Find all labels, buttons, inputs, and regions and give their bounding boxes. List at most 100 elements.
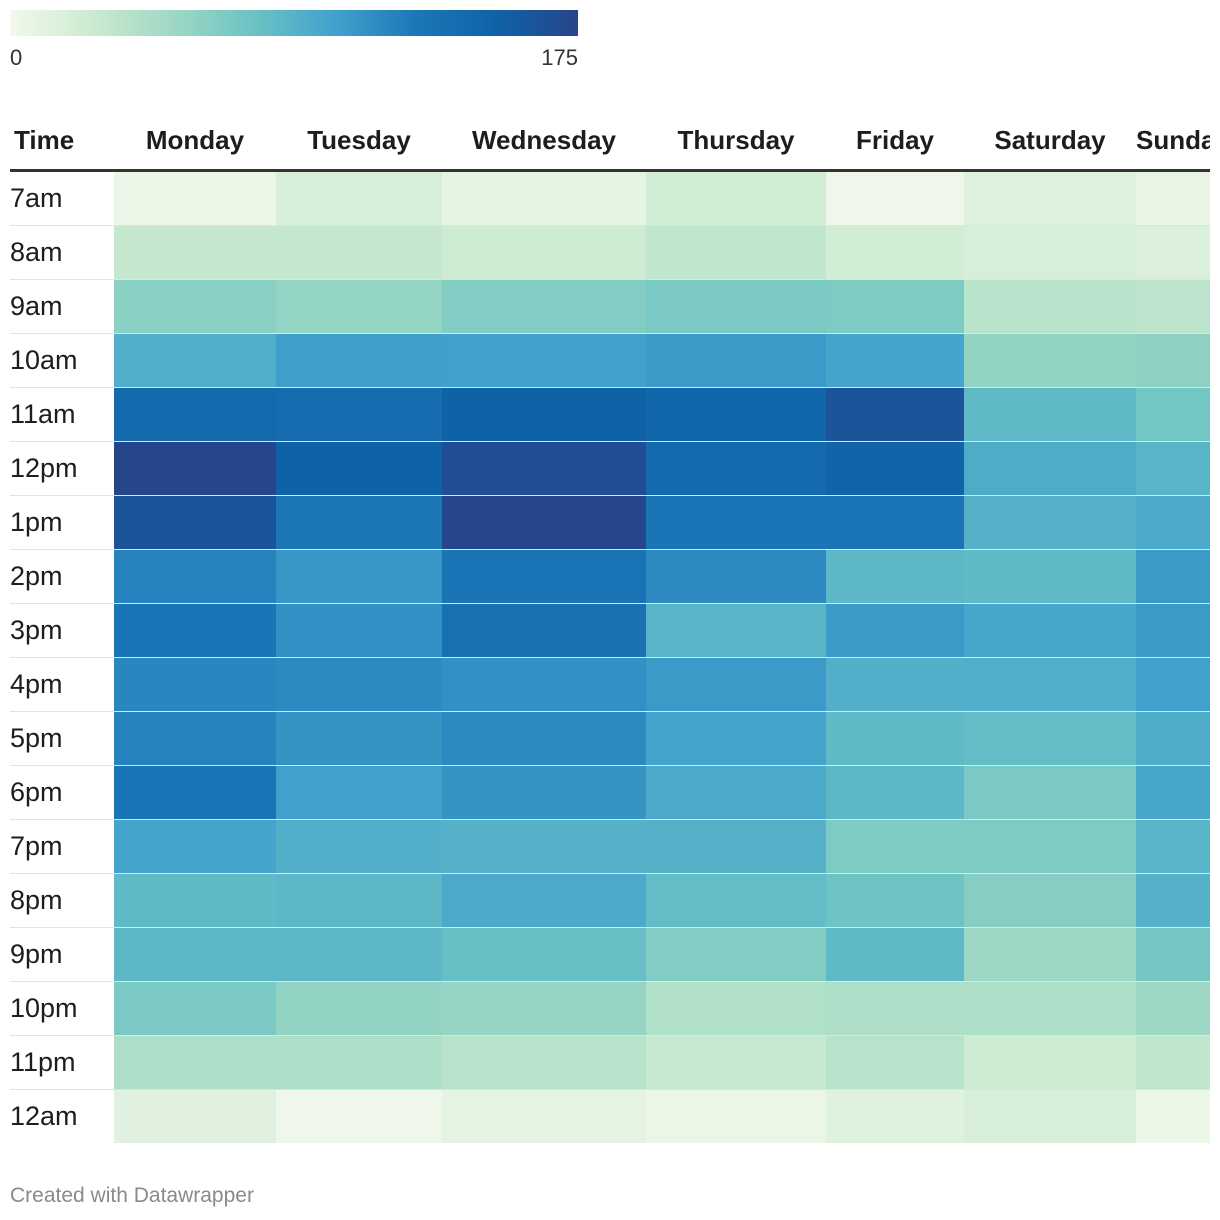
heat-cell (964, 225, 1136, 280)
heat-cell (114, 657, 276, 712)
heat-cell (826, 279, 964, 334)
heat-cell (276, 225, 442, 280)
table-row: 11am (10, 387, 1210, 442)
heat-cell (442, 873, 646, 928)
legend-max-label: 175 (541, 45, 578, 70)
heat-cell (276, 441, 442, 496)
heat-cell (276, 279, 442, 334)
heat-cell (1136, 495, 1210, 550)
row-label: 8pm (10, 873, 114, 928)
heat-cell (964, 170, 1136, 226)
heat-cell (442, 333, 646, 388)
heat-cell (964, 1035, 1136, 1090)
heat-cell (646, 765, 826, 820)
heat-cell (646, 333, 826, 388)
heat-cell (1136, 873, 1210, 928)
heat-cell (1136, 279, 1210, 334)
heat-cell (1136, 387, 1210, 442)
table-row: 5pm (10, 711, 1210, 766)
heat-cell (1136, 765, 1210, 820)
heat-cell (646, 873, 826, 928)
row-label: 10pm (10, 981, 114, 1036)
heat-cell (826, 170, 964, 226)
row-label: 7pm (10, 819, 114, 874)
heat-cell (964, 441, 1136, 496)
table-row: 6pm (10, 765, 1210, 820)
heat-cell (646, 927, 826, 982)
heat-cell (442, 711, 646, 766)
heat-cell (442, 927, 646, 982)
heat-cell (276, 495, 442, 550)
heat-cell (442, 279, 646, 334)
heat-cell (964, 387, 1136, 442)
heat-cell (276, 387, 442, 442)
heat-cell (964, 1089, 1136, 1143)
heat-cell (826, 225, 964, 280)
heat-cell (964, 657, 1136, 712)
column-header-monday: Monday (114, 112, 276, 172)
heat-cell (442, 1089, 646, 1143)
heat-cell (646, 495, 826, 550)
heat-cell (1136, 1089, 1210, 1143)
heat-cell (826, 549, 964, 604)
table-row: 3pm (10, 603, 1210, 658)
heat-cell (114, 873, 276, 928)
heat-cell (276, 1035, 442, 1090)
heat-cell (964, 711, 1136, 766)
row-label: 1pm (10, 495, 114, 550)
heat-cell (442, 495, 646, 550)
table-row: 10pm (10, 981, 1210, 1036)
row-label: 7am (10, 183, 63, 213)
column-header-saturday: Saturday (964, 112, 1136, 172)
heat-cell (964, 495, 1136, 550)
heat-cell (826, 1035, 964, 1090)
heat-cell (114, 1035, 276, 1090)
heat-cell (646, 279, 826, 334)
heat-cell (646, 1035, 826, 1090)
heat-cell (1136, 711, 1210, 766)
row-label: 5pm (10, 711, 114, 766)
table-row: 2pm (10, 549, 1210, 604)
heat-cell (1136, 657, 1210, 712)
heat-cell (114, 927, 276, 982)
color-legend: 0 175 (10, 10, 578, 71)
heat-cell (826, 603, 964, 658)
table-row: 8pm (10, 873, 1210, 928)
column-header-friday: Friday (826, 112, 964, 172)
table-row: 9am (10, 279, 1210, 334)
heat-cell (964, 927, 1136, 982)
heat-cell (646, 711, 826, 766)
row-label: 6pm (10, 765, 114, 820)
heat-cell (826, 495, 964, 550)
heat-cell (826, 873, 964, 928)
heat-cell (442, 549, 646, 604)
heatmap-table-container[interactable]: Time Monday Tuesday Wednesday Thursday Frida… (10, 112, 1210, 1144)
heat-cell (114, 603, 276, 658)
heat-cell (442, 225, 646, 280)
heat-cell (276, 819, 442, 874)
heat-cell (964, 333, 1136, 388)
row-label: 9pm (10, 927, 114, 982)
heat-cell (964, 549, 1136, 604)
heat-cell (646, 981, 826, 1036)
row-label: 2pm (10, 549, 114, 604)
heat-cell (826, 819, 964, 874)
heat-cell (114, 279, 276, 334)
heat-cell (114, 819, 276, 874)
heat-cell (442, 657, 646, 712)
heat-cell (442, 603, 646, 658)
heat-cell (826, 981, 964, 1036)
row-label: 11pm (10, 1035, 114, 1090)
heat-cell (964, 279, 1136, 334)
row-label: 9am (10, 279, 114, 334)
heat-cell (646, 603, 826, 658)
heat-cell (646, 549, 826, 604)
heat-cell (442, 819, 646, 874)
heat-cell (826, 387, 964, 442)
heat-cell (646, 387, 826, 442)
credit-footer[interactable]: Created with Datawrapper (10, 1184, 254, 1207)
heat-cell (114, 549, 276, 604)
heat-cell (826, 927, 964, 982)
table-row: 12pm (10, 441, 1210, 496)
heat-cell (826, 765, 964, 820)
